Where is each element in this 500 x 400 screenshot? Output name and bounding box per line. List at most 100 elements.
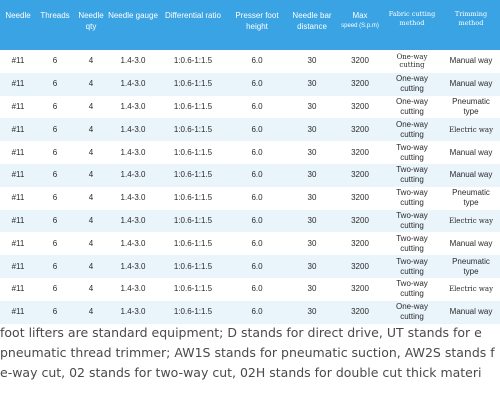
column-header-label: Needle gauge: [108, 11, 158, 20]
cell-ratio: 1:0.6-1:1.5: [158, 186, 228, 210]
cell-ratio: 1:0.6-1:1.5: [158, 163, 228, 187]
cell-speed: 3200: [338, 50, 382, 73]
cell-speed: 3200: [338, 232, 382, 256]
cell-needle: #11: [0, 186, 36, 210]
footnote: foot lifters are standard equipment; D s…: [0, 323, 500, 383]
table-row: #11 6 4 1.4-3.0 1:0.6-1:1.5 6.0 30 3200 Two-way …: [0, 209, 500, 233]
cell-qty: 4: [74, 163, 108, 187]
cell-cut: Two-way cutting: [382, 209, 442, 233]
column-header-label: Needle bar distance: [292, 11, 332, 31]
cell-threads: 6: [36, 232, 74, 256]
column-header-label: Fabric cutting method: [388, 10, 436, 27]
table-body: #11 6 4 1.4-3.0 1:0.6-1:1.5 6.0 30 3200 One-way …: [0, 50, 500, 324]
cell-cut: Two-way cutting: [382, 163, 442, 187]
cell-speed: 3200: [338, 95, 382, 119]
cell-gauge: 1.4-3.0: [108, 163, 158, 187]
cell-threads: 6: [36, 209, 74, 233]
cell-bar: 30: [286, 141, 338, 164]
cell-gauge: 1.4-3.0: [108, 255, 158, 278]
cell-height: 6.0: [228, 95, 286, 119]
table-row: #11 6 4 1.4-3.0 1:0.6-1:1.5 6.0 30 3200 One-way …: [0, 50, 500, 73]
column-header: Needle gauge: [108, 0, 158, 50]
cell-trim: Manual way: [442, 50, 500, 73]
cell-ratio: 1:0.6-1:1.5: [158, 118, 228, 142]
cell-ratio: 1:0.6-1:1.5: [158, 300, 228, 324]
cell-bar: 30: [286, 72, 338, 96]
cell-threads: 6: [36, 300, 74, 324]
cell-threads: 6: [36, 141, 74, 164]
cell-qty: 4: [74, 255, 108, 278]
cell-gauge: 1.4-3.0: [108, 72, 158, 96]
column-header-label: Max: [352, 11, 368, 20]
column-header: Differential ratio: [158, 0, 228, 50]
cell-trim: Electric way: [442, 118, 500, 142]
cell-qty: 4: [74, 300, 108, 324]
cell-gauge: 1.4-3.0: [108, 209, 158, 233]
cell-cut: One-way cutting: [382, 50, 442, 73]
cell-gauge: 1.4-3.0: [108, 50, 158, 73]
cell-ratio: 1:0.6-1:1.5: [158, 95, 228, 119]
cell-ratio: 1:0.6-1:1.5: [158, 209, 228, 233]
cell-qty: 4: [74, 118, 108, 142]
table-row: #11 6 4 1.4-3.0 1:0.6-1:1.5 6.0 30 3200 Two-way …: [0, 186, 500, 210]
cell-ratio: 1:0.6-1:1.5: [158, 255, 228, 278]
column-header: Threads: [36, 0, 74, 50]
cell-speed: 3200: [338, 163, 382, 187]
column-header-label: Differential ratio: [165, 11, 221, 20]
column-header: Fabric cutting method: [382, 0, 442, 50]
cell-gauge: 1.4-3.0: [108, 232, 158, 256]
column-header-label: Needle: [5, 11, 31, 20]
cell-speed: 3200: [338, 300, 382, 324]
cell-trim: Pneumatic type: [442, 186, 500, 210]
cell-threads: 6: [36, 186, 74, 210]
cell-trim: Electric way: [442, 277, 500, 301]
cell-speed: 3200: [338, 72, 382, 96]
cell-needle: #11: [0, 255, 36, 278]
table-row: #11 6 4 1.4-3.0 1:0.6-1:1.5 6.0 30 3200 One-way …: [0, 72, 500, 96]
cell-threads: 6: [36, 163, 74, 187]
cell-threads: 6: [36, 72, 74, 96]
cell-speed: 3200: [338, 209, 382, 233]
table-row: #11 6 4 1.4-3.0 1:0.6-1:1.5 6.0 30 3200 Two-way …: [0, 163, 500, 187]
cell-bar: 30: [286, 95, 338, 119]
cell-speed: 3200: [338, 118, 382, 142]
column-header-label: Trimming method: [454, 10, 488, 27]
column-header: Presser foot height: [228, 0, 286, 50]
cell-cut: Two-way cutting: [382, 141, 442, 164]
cell-cut: One-way cutting: [382, 95, 442, 119]
table-row: #11 6 4 1.4-3.0 1:0.6-1:1.5 6.0 30 3200 Two-way …: [0, 141, 500, 164]
cell-needle: #11: [0, 277, 36, 301]
cell-qty: 4: [74, 95, 108, 119]
cell-speed: 3200: [338, 186, 382, 210]
table-row: #11 6 4 1.4-3.0 1:0.6-1:1.5 6.0 30 3200 One-way …: [0, 118, 500, 142]
cell-trim: Pneumatic type: [442, 255, 500, 278]
cell-height: 6.0: [228, 141, 286, 164]
cell-needle: #11: [0, 72, 36, 96]
cell-bar: 30: [286, 50, 338, 73]
cell-ratio: 1:0.6-1:1.5: [158, 232, 228, 256]
cell-trim: Manual way: [442, 72, 500, 96]
cell-needle: #11: [0, 163, 36, 187]
cell-height: 6.0: [228, 50, 286, 73]
column-header: Needle bar distance: [286, 0, 338, 50]
column-header-label: Threads: [40, 11, 70, 20]
cell-height: 6.0: [228, 300, 286, 324]
footnote-line: pneumatic thread trimmer; AW1S stands fo…: [0, 345, 495, 360]
cell-ratio: 1:0.6-1:1.5: [158, 277, 228, 301]
cell-qty: 4: [74, 141, 108, 164]
cell-height: 6.0: [228, 255, 286, 278]
table-header-row: Needle Threads Needle qty Needle gauge Diffe…: [0, 0, 500, 50]
spec-table: Needle Threads Needle qty Needle gauge Diffe…: [0, 0, 500, 324]
table-row: #11 6 4 1.4-3.0 1:0.6-1:1.5 6.0 30 3200 One-way …: [0, 95, 500, 119]
cell-gauge: 1.4-3.0: [108, 277, 158, 301]
cell-trim: Manual way: [442, 300, 500, 324]
cell-ratio: 1:0.6-1:1.5: [158, 72, 228, 96]
cell-gauge: 1.4-3.0: [108, 118, 158, 142]
cell-ratio: 1:0.6-1:1.5: [158, 141, 228, 164]
cell-threads: 6: [36, 50, 74, 73]
cell-speed: 3200: [338, 255, 382, 278]
cell-cut: One-way cutting: [382, 118, 442, 142]
column-header-label: Needle qty: [78, 11, 104, 31]
cell-trim: Electric way: [442, 209, 500, 233]
cell-height: 6.0: [228, 72, 286, 96]
